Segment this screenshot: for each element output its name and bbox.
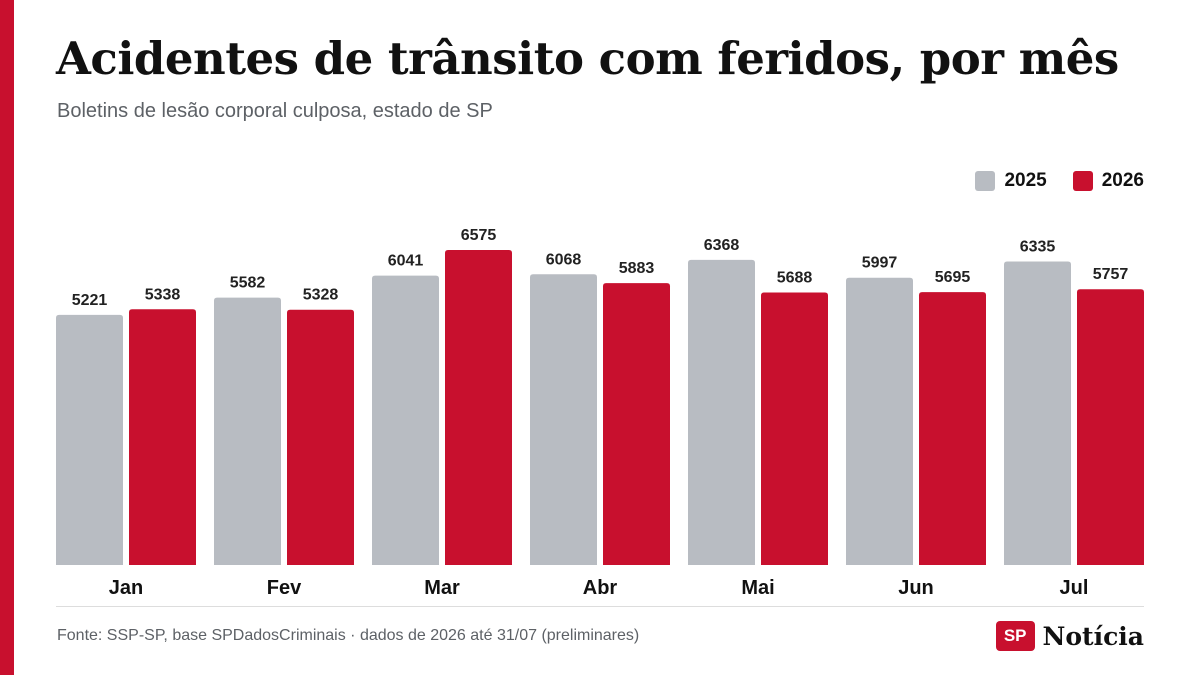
legend: 2025 2026 bbox=[975, 170, 1144, 192]
x-tick-label-fev: Fev bbox=[267, 577, 302, 599]
data-label-jun-2025: 5997 bbox=[862, 255, 898, 272]
data-label-mai-2025: 6368 bbox=[704, 237, 740, 254]
bar-jul-2026 bbox=[1077, 289, 1144, 565]
data-label-jul-2025: 6335 bbox=[1020, 238, 1056, 255]
x-tick-label-mai: Mai bbox=[741, 577, 774, 599]
bar-jan-2026 bbox=[129, 309, 196, 565]
data-label-jan-2026: 5338 bbox=[145, 286, 181, 303]
accent-bar bbox=[0, 0, 14, 675]
bar-mar-2026 bbox=[445, 250, 512, 565]
logo-badge: SP bbox=[995, 621, 1035, 651]
chart-title: Acidentes de trânsito com feridos, por m… bbox=[56, 32, 1119, 85]
data-label-mai-2026: 5688 bbox=[777, 269, 813, 286]
footer-divider bbox=[56, 606, 1144, 607]
source-note: Fonte: SSP-SP, base SPDadosCriminais · d… bbox=[57, 627, 640, 644]
legend-swatch-2026 bbox=[1072, 171, 1093, 191]
bar-jun-2026 bbox=[919, 292, 986, 565]
bar-mai-2026 bbox=[761, 292, 828, 565]
data-label-jan-2025: 5221 bbox=[72, 292, 108, 309]
data-label-jun-2026: 5695 bbox=[935, 269, 971, 286]
bar-fev-2025 bbox=[214, 297, 281, 565]
x-tick-label-jun: Jun bbox=[898, 577, 934, 599]
legend-item-2026: 2026 bbox=[1072, 170, 1144, 192]
bar-mai-2025 bbox=[688, 259, 755, 565]
x-tick-label-jul: Jul bbox=[1060, 577, 1089, 599]
data-label-abr-2026: 5883 bbox=[619, 260, 655, 277]
x-tick-label-abr: Abr bbox=[583, 577, 618, 599]
data-label-abr-2025: 6068 bbox=[546, 251, 582, 268]
bar-mar-2025 bbox=[372, 275, 439, 565]
data-label-mar-2025: 6041 bbox=[388, 253, 424, 270]
data-label-jul-2026: 5757 bbox=[1093, 266, 1129, 283]
data-label-fev-2025: 5582 bbox=[230, 275, 266, 292]
data-label-fev-2026: 5328 bbox=[303, 287, 339, 304]
logo-text: Notícia bbox=[1042, 621, 1145, 651]
bar-fev-2026 bbox=[287, 309, 354, 565]
bar-abr-2026 bbox=[603, 283, 670, 565]
bar-jan-2025 bbox=[56, 314, 123, 565]
legend-label-2026: 2026 bbox=[1101, 170, 1144, 191]
legend-swatch-2025 bbox=[975, 171, 996, 191]
bar-abr-2025 bbox=[530, 274, 597, 565]
x-tick-label-jan: Jan bbox=[109, 577, 143, 599]
bar-jul-2025 bbox=[1004, 261, 1071, 565]
data-label-mar-2026: 6575 bbox=[461, 227, 497, 244]
bar-jun-2025 bbox=[846, 277, 913, 565]
x-tick-label-mar: Mar bbox=[424, 577, 460, 599]
chart-subtitle: Boletins de lesão corporal culposa, esta… bbox=[57, 100, 493, 122]
brand-logo: SP Notícia bbox=[995, 621, 1145, 651]
legend-item-2025: 2025 bbox=[975, 170, 1047, 192]
legend-label-2025: 2025 bbox=[1004, 170, 1047, 191]
